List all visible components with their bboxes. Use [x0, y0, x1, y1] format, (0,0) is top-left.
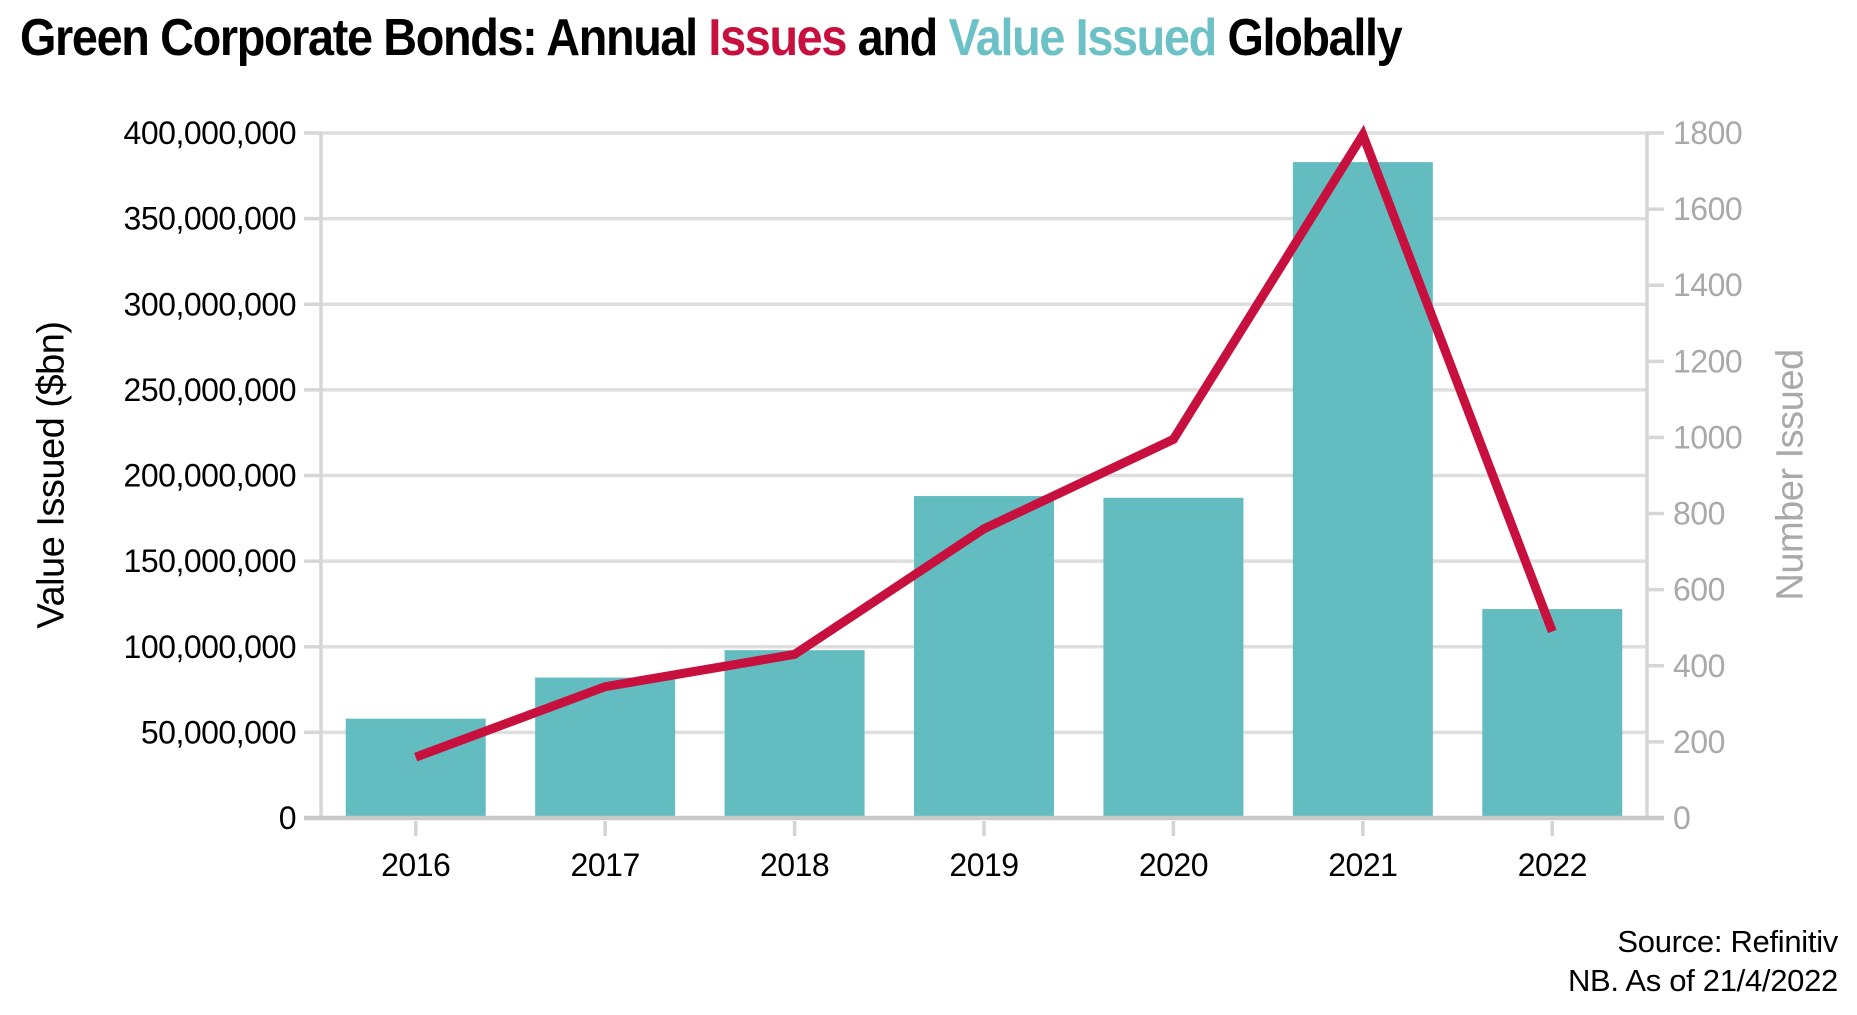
y-tick-label-right: 1200 [1673, 343, 1742, 379]
title-seg-3: Value Issued [948, 9, 1217, 67]
y-tick-label-left: 250,000,000 [124, 372, 296, 408]
bar-2019 [914, 496, 1054, 818]
x-tick-label: 2019 [949, 847, 1018, 883]
y-tick-label-left: 200,000,000 [124, 458, 296, 494]
bar-2018 [724, 650, 865, 818]
right-axis-title: Number Issued [1769, 349, 1812, 601]
y-tick-label-left: 50,000,000 [141, 714, 296, 750]
y-tick-label-right: 400 [1673, 648, 1725, 684]
y-tick-label-left: 150,000,000 [124, 543, 296, 579]
x-tick-label: 2017 [571, 847, 640, 883]
y-tick-label-right: 600 [1673, 572, 1725, 608]
bar-2016 [345, 718, 486, 818]
x-tick-label: 2016 [381, 847, 450, 883]
x-tick-label: 2020 [1139, 847, 1208, 883]
y-tick-label-right: 1000 [1673, 419, 1742, 455]
chart-title: Green Corporate Bonds: Annual Issues and… [20, 8, 1403, 68]
x-tick-label: 2018 [760, 847, 829, 883]
source-line: Source: Refinitiv [1617, 924, 1838, 959]
y-tick-label-left: 300,000,000 [124, 286, 296, 322]
y-tick-label-left: 0 [279, 800, 296, 836]
x-tick-label: 2022 [1518, 847, 1587, 883]
y-tick-label-left: 350,000,000 [124, 201, 296, 237]
y-tick-label-right: 1600 [1673, 191, 1742, 227]
bar-2020 [1103, 497, 1244, 818]
y-tick-label-right: 800 [1673, 496, 1725, 532]
y-tick-label-right: 0 [1673, 800, 1690, 836]
bar-2017 [535, 677, 676, 818]
x-tick-label: 2021 [1328, 847, 1397, 883]
note-line: NB. As of 21/4/2022 [1567, 963, 1838, 998]
y-tick-label-right: 200 [1673, 724, 1725, 760]
y-tick-label-right: 1400 [1673, 267, 1742, 303]
title-seg-4: Globally [1215, 9, 1402, 67]
title-seg-2: and [846, 9, 949, 67]
bar-2022 [1482, 609, 1623, 818]
y-tick-label-left: 400,000,000 [124, 115, 296, 151]
title-seg-0: Green Corporate Bonds: Annual [20, 9, 709, 67]
y-tick-label-right: 1800 [1673, 115, 1742, 151]
y-tick-label-left: 100,000,000 [124, 629, 296, 665]
title-seg-1: Issues [708, 9, 847, 67]
source-note: Source: Refinitiv NB. As of 21/4/2022 [1568, 922, 1838, 1000]
number-issued-line [414, 124, 1557, 762]
left-axis-title: Value Issued ($bn) [30, 321, 73, 629]
bar-2021 [1292, 162, 1433, 819]
